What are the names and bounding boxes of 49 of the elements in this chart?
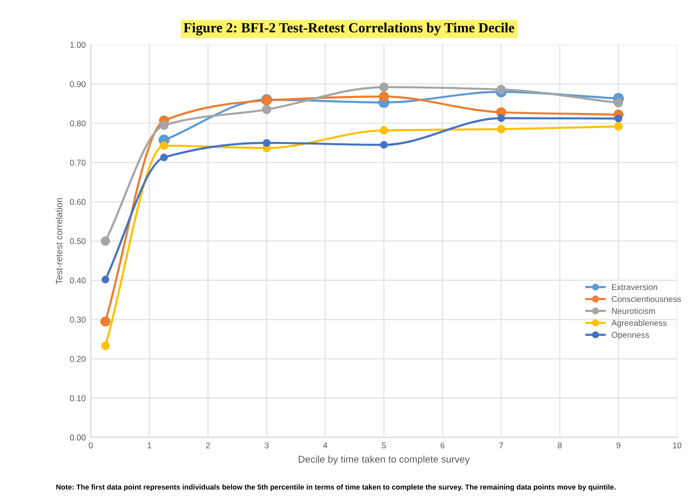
point <box>379 82 389 92</box>
x-tick-label: 7 <box>499 442 504 448</box>
y-tick-label: 0.50 <box>70 238 86 244</box>
x-tick-label: 10 <box>673 442 682 448</box>
point <box>380 126 388 135</box>
y-tick-label: 0.70 <box>70 160 86 166</box>
x-tick-label: 0 <box>88 442 93 448</box>
chart-title: Figure 2: BFI-2 Test-Retest Correlations by Time Decile <box>184 22 514 36</box>
point <box>496 84 506 94</box>
point <box>614 114 622 122</box>
point <box>614 98 624 108</box>
point <box>160 141 168 150</box>
x-tick-label: 3 <box>264 442 269 448</box>
legend-label: Agreeableness <box>611 320 667 328</box>
point <box>159 120 169 130</box>
y-tick-label: 0.20 <box>70 356 86 362</box>
legend-label: Extraversion <box>612 284 658 290</box>
x-tick-label: 5 <box>382 442 386 448</box>
point <box>102 276 110 284</box>
x-tick-label: 2 <box>206 442 210 448</box>
y-tick-label: 1.00 <box>70 42 86 48</box>
point <box>100 236 110 246</box>
y-tick-label: 0.60 <box>70 198 86 205</box>
legend-label: Openness <box>612 332 650 340</box>
y-tick-label: 0.00 <box>70 434 86 440</box>
x-tick-label: 4 <box>323 442 328 448</box>
x-tick-label: 8 <box>558 442 562 448</box>
legend-label: Neuroticism <box>612 308 655 314</box>
point <box>262 104 272 114</box>
x-tick-label: 6 <box>440 442 444 448</box>
x-tick-label: 9 <box>616 442 620 448</box>
point <box>380 141 388 149</box>
point <box>496 124 506 134</box>
point <box>101 342 110 350</box>
legend-label: Conscientiousness <box>612 296 681 302</box>
point <box>378 91 389 102</box>
y-tick-label: 0.10 <box>70 395 86 402</box>
point <box>100 316 110 327</box>
y-tick-label: 0.40 <box>70 278 86 284</box>
y-axis-title: Test-retest correlation <box>56 198 62 284</box>
y-tick-label: 0.80 <box>70 120 86 126</box>
point <box>497 114 505 122</box>
point <box>614 122 623 131</box>
point <box>262 139 270 147</box>
y-tick-label: 0.30 <box>70 316 86 323</box>
x-tick-label: 1 <box>148 442 152 448</box>
x-axis-title: Decile by time taken to complete survey <box>298 456 470 465</box>
y-tick-label: 0.90 <box>70 81 86 88</box>
point <box>160 154 168 162</box>
